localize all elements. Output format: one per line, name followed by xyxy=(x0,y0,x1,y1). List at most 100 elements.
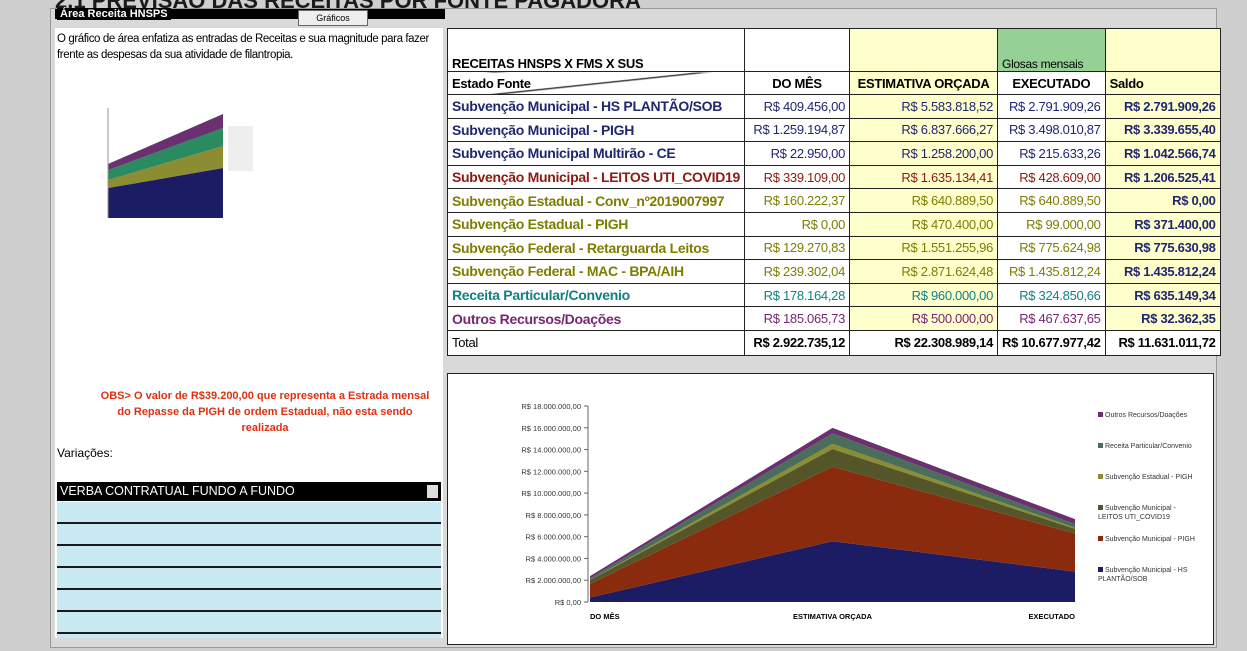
revenue-table: RECEITAS HNSPS X FMS X SUS Glosas mensais… xyxy=(446,28,1221,356)
legend-swatch xyxy=(1098,505,1103,510)
mini-legend xyxy=(228,126,253,171)
value-cell: R$ 215.633,26 xyxy=(997,141,1106,166)
value-cell: R$ 1.551.255,96 xyxy=(849,235,999,261)
value-cell: R$ 5.583.818,52 xyxy=(849,94,999,119)
table-row: Outros Recursos/Doações R$ 185.065,73 R$ 5… xyxy=(446,306,1221,331)
total-cell: R$ 11.631.011,72 xyxy=(1104,329,1221,356)
y-tick-label: R$ 6.000.000,00 xyxy=(526,533,581,542)
table-row: Subvenção Municipal - PIGH R$ 1.259.194,8… xyxy=(446,117,1221,143)
value-cell: R$ 178.164,28 xyxy=(744,282,851,308)
area-layer xyxy=(590,466,1075,598)
value-cell: R$ 775.624,98 xyxy=(997,235,1106,261)
legend-label: Receita Particular/Convenio xyxy=(1105,443,1192,450)
legend-swatch xyxy=(1098,443,1103,448)
header-row: RECEITAS HNSPS X FMS X SUS Glosas mensais xyxy=(446,28,1221,72)
row-label: Subvenção Municipal Multirão - CE xyxy=(446,141,746,166)
table-row: Subvenção Estadual - Conv_nº2019007997 R$… xyxy=(446,188,1221,213)
glosas-header: Glosas mensais xyxy=(997,28,1106,72)
row-label: Outros Recursos/Doações xyxy=(446,306,746,331)
value-cell: R$ 500.000,00 xyxy=(849,306,999,331)
row-label: Receita Particular/Convenio xyxy=(446,282,746,308)
cell xyxy=(1104,28,1221,72)
value-cell: R$ 470.400,00 xyxy=(849,211,999,237)
panel-title: Área Receita HNSPS xyxy=(57,8,171,20)
legend-swatch xyxy=(1098,536,1103,541)
legend-swatch xyxy=(1098,567,1103,572)
row-label: Subvenção Municipal - LEITOS UTI_COVID19 xyxy=(446,164,746,190)
total-cell: R$ 22.308.989,14 xyxy=(849,329,999,356)
legend-item: Receita Particular/Convenio xyxy=(1098,442,1198,451)
value-cell: R$ 99.000,00 xyxy=(997,211,1106,237)
graficos-button[interactable]: Gráficos xyxy=(298,10,368,26)
value-cell: R$ 239.302,04 xyxy=(744,259,851,284)
table-row: Receita Particular/Convenio R$ 178.164,28… xyxy=(446,282,1221,308)
x-tick-label: DO MÊS xyxy=(590,612,620,621)
row-label: Subvenção Estadual - PIGH xyxy=(446,211,746,237)
corner: Estado Fonte xyxy=(446,71,746,95)
legend-item: Subvenção Municipal - HS PLANTÃO/SOB xyxy=(1098,566,1198,584)
value-cell: R$ 640.889,50 xyxy=(997,188,1106,213)
legend-item: Subvenção Municipal - PIGH xyxy=(1098,535,1198,544)
legend-item: Subvenção Estadual - PIGH xyxy=(1098,473,1198,482)
y-tick-label: R$ 18.000.000,00 xyxy=(521,402,581,411)
value-cell: R$ 2.871.624,48 xyxy=(849,259,999,284)
y-tick-label: R$ 10.000.000,00 xyxy=(521,489,581,498)
dropdown[interactable]: VERBA CONTRATUAL FUNDO A FUNDO xyxy=(57,482,441,501)
table-row: Subvenção Municipal Multirão - CE R$ 22.9… xyxy=(446,141,1221,166)
total-cell: R$ 2.922.735,12 xyxy=(744,329,851,356)
legend-label: Subvenção Municipal - LEITOS UTI_COVID19 xyxy=(1098,505,1176,521)
y-tick-label: R$ 0,00 xyxy=(555,598,581,607)
cell xyxy=(849,28,999,72)
legend-item: Subvenção Municipal - LEITOS UTI_COVID19 xyxy=(1098,504,1198,522)
legend-label: Outros Recursos/Doações xyxy=(1105,412,1188,419)
value-cell: R$ 1.042.566,74 xyxy=(1104,141,1221,166)
legend-item: Outros Recursos/Doações xyxy=(1098,411,1198,420)
value-cell: R$ 339.109,00 xyxy=(744,164,851,190)
value-cell: R$ 960.000,00 xyxy=(849,282,999,308)
y-tick-label: R$ 16.000.000,00 xyxy=(521,424,581,433)
mini-area xyxy=(108,168,223,218)
value-cell: R$ 2.791.909,26 xyxy=(997,94,1106,119)
value-cell: R$ 1.258.200,00 xyxy=(849,141,999,166)
value-cell: R$ 428.609,00 xyxy=(997,164,1106,190)
value-cell: R$ 22.950,00 xyxy=(744,141,851,166)
table-row: Subvenção Federal - Retarguarda Leitos R$… xyxy=(446,235,1221,261)
mini-area xyxy=(108,146,223,188)
value-cell: R$ 640.889,50 xyxy=(849,188,999,213)
column-header: Saldo xyxy=(1104,71,1221,95)
value-cell: R$ 1.259.194,87 xyxy=(744,117,851,143)
y-tick-label: R$ 4.000.000,00 xyxy=(526,554,581,563)
value-cell: R$ 467.637,65 xyxy=(997,306,1106,331)
legend-label: Subvenção Estadual - PIGH xyxy=(1105,474,1193,481)
value-cell: R$ 1.435.812,24 xyxy=(997,259,1106,284)
y-tick-label: R$ 14.000.000,00 xyxy=(521,446,581,455)
value-cell: R$ 185.065,73 xyxy=(744,306,851,331)
value-cell: R$ 324.850,66 xyxy=(997,282,1106,308)
value-cell: R$ 1.206.525,41 xyxy=(1104,164,1221,190)
value-cell: R$ 371.400,00 xyxy=(1104,211,1221,237)
value-cell: R$ 32.362,35 xyxy=(1104,306,1221,331)
table-title: RECEITAS HNSPS X FMS X SUS xyxy=(446,28,746,72)
cell xyxy=(744,28,851,72)
dropdown-arrow[interactable] xyxy=(427,485,438,498)
mini-area xyxy=(108,128,223,180)
legend-swatch xyxy=(1098,474,1103,479)
variations-label: Variações: xyxy=(57,446,113,460)
legend-swatch xyxy=(1098,412,1103,417)
x-tick-label: ESTIMATIVA ORÇADA xyxy=(793,612,873,621)
row-label: Subvenção Estadual - Conv_nº2019007997 xyxy=(446,188,746,213)
legend-label: Subvenção Municipal - HS PLANTÃO/SOB xyxy=(1098,567,1188,583)
y-tick-label: R$ 2.000.000,00 xyxy=(526,576,581,585)
mini-chart xyxy=(58,88,258,238)
y-tick-label: R$ 12.000.000,00 xyxy=(521,467,581,476)
row-label: Subvenção Municipal - HS PLANTÃO/SOB xyxy=(446,94,746,119)
description: O gráfico de área enfatiza as entradas d… xyxy=(57,33,429,61)
value-cell: R$ 0,00 xyxy=(744,211,851,237)
value-cell: R$ 635.149,34 xyxy=(1104,282,1221,308)
value-cell: R$ 409.456,00 xyxy=(744,94,851,119)
value-cell: R$ 160.222,37 xyxy=(744,188,851,213)
value-cell: R$ 1.635.134,41 xyxy=(849,164,999,190)
x-tick-label: EXECUTADO xyxy=(1028,612,1075,621)
legend-label: Subvenção Municipal - PIGH xyxy=(1105,536,1195,543)
